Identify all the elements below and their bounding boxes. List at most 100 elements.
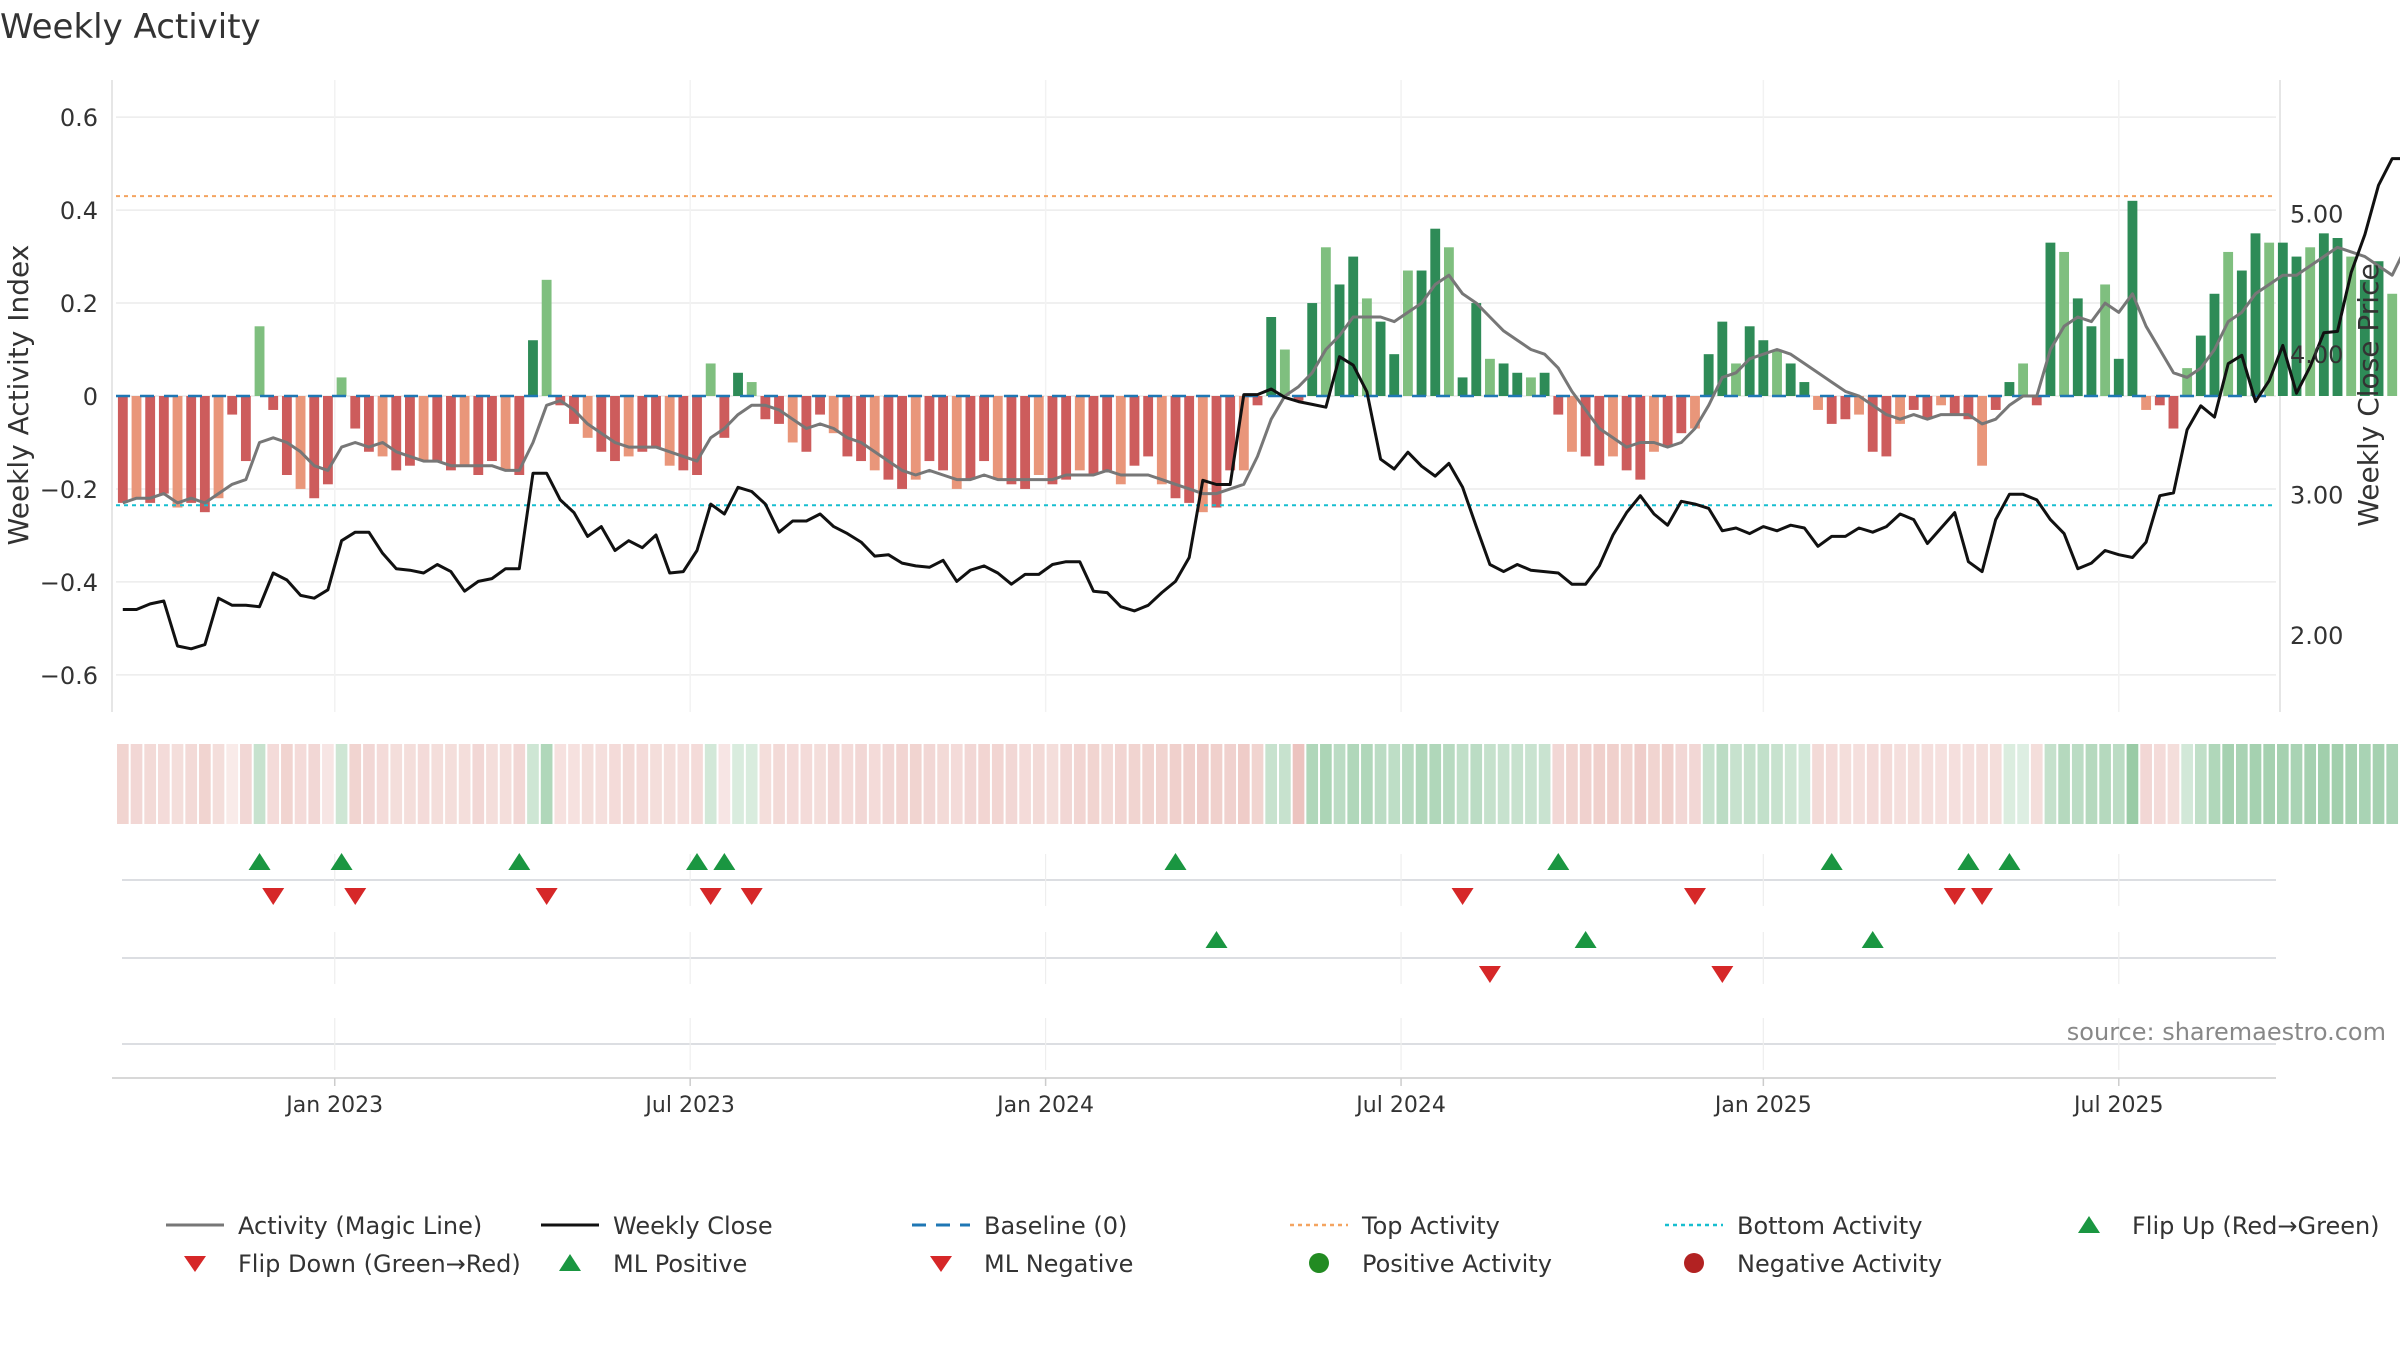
heat-cell <box>2249 744 2262 824</box>
heat-cell <box>458 744 471 824</box>
activity-bar <box>2154 396 2165 406</box>
activity-bar <box>2086 326 2097 396</box>
heat-cell <box>1921 744 1934 824</box>
heat-cell <box>1333 744 1346 824</box>
legend-item: Flip Up (Red→Green) <box>2078 1212 2380 1240</box>
flip-up-marker <box>330 853 353 870</box>
heat-cell <box>1005 744 1018 824</box>
activity-bar <box>637 396 648 452</box>
heat-cell <box>2263 744 2275 824</box>
heat-cell <box>1443 744 1455 824</box>
activity-bar <box>815 396 825 415</box>
heat-cell <box>117 744 129 824</box>
heat-cell <box>1470 744 1483 824</box>
heat-cell <box>171 744 184 824</box>
legend-item: Negative Activity <box>1684 1250 1942 1278</box>
activity-bar <box>2332 238 2343 396</box>
activity-bar <box>459 396 470 466</box>
x-tick-label: Jan 2024 <box>995 1093 1094 1118</box>
activity-bar <box>1307 303 1318 396</box>
activity-bar <box>309 396 320 499</box>
heat-cell <box>2058 744 2070 824</box>
heat-cell <box>1087 744 1100 824</box>
activity-bar <box>1266 317 1277 396</box>
activity-bar <box>1826 396 1837 424</box>
legend-swatch <box>559 1254 581 1271</box>
heat-cell <box>1347 744 1360 824</box>
activity-bar <box>2018 363 2029 396</box>
y-tick-label: −0.2 <box>40 476 98 504</box>
heat-cell <box>2099 744 2111 824</box>
x-tick-label: Jan 2023 <box>284 1093 383 1118</box>
heat-cell <box>759 744 772 824</box>
activity-bar <box>322 396 333 485</box>
heat-cell <box>2030 744 2043 824</box>
right-y-ticks: 5.00 4.00 3.00 2.00 <box>2290 200 2343 649</box>
heat-cell <box>1566 744 1578 824</box>
activity-bar <box>760 396 771 420</box>
heat-cell <box>2003 744 2016 824</box>
activity-bar <box>1621 396 1632 471</box>
activity-bar <box>1498 363 1509 396</box>
activity-bar <box>1936 396 1946 406</box>
legend-label: Activity (Magic Line) <box>238 1212 482 1240</box>
activity-bar <box>145 396 156 503</box>
heat-cell <box>732 744 744 824</box>
flip-up-marker <box>1957 853 1980 870</box>
heat-cell <box>1948 744 1961 824</box>
heat-cell <box>1060 744 1072 824</box>
activity-bar <box>1731 363 1741 396</box>
legend-item: Activity (Magic Line) <box>166 1212 482 1240</box>
heat-cell <box>1702 744 1715 824</box>
x-tick-label: Jan 2025 <box>1713 1093 1812 1118</box>
activity-bar <box>295 396 306 489</box>
activity-bar <box>199 396 210 513</box>
heat-cell <box>2167 744 2180 824</box>
activity-bar <box>2127 200 2138 396</box>
heat-cell <box>267 744 280 824</box>
activity-bar <box>1813 396 1823 410</box>
heat-cell <box>376 744 389 824</box>
heat-cell <box>1497 744 1510 824</box>
heat-cell <box>554 744 567 824</box>
activity-bar <box>1033 396 1044 475</box>
legend-swatch <box>1684 1253 1704 1273</box>
heat-cell <box>445 744 457 824</box>
heat-cell <box>1251 744 1264 824</box>
activity-bar <box>158 396 169 494</box>
flip-up-marker <box>248 853 271 870</box>
heat-cell <box>1210 744 1223 824</box>
heat-cell <box>937 744 949 824</box>
activity-bar <box>1061 396 1072 480</box>
activity-bar <box>1690 396 1700 429</box>
activity-bar <box>746 382 757 396</box>
heat-cell <box>226 744 239 824</box>
legend-label: Negative Activity <box>1737 1250 1942 1278</box>
heat-cell <box>144 744 157 824</box>
x-tick-label: Jul 2024 <box>1354 1093 1446 1118</box>
heat-cell <box>1730 744 1742 824</box>
activity-bar <box>1963 396 1974 420</box>
activity-bar <box>651 396 661 448</box>
y2-tick-label: 3.00 <box>2290 481 2343 509</box>
activity-bar <box>1553 396 1564 415</box>
heat-cell <box>691 744 703 824</box>
activity-bar <box>268 396 279 410</box>
activity-bar <box>869 396 880 471</box>
heat-cell <box>1429 744 1442 824</box>
heat-cell <box>2235 744 2248 824</box>
flip-up-marker <box>1820 853 1843 870</box>
heat-cell <box>472 744 485 824</box>
activity-bar <box>733 372 743 396</box>
heat-cell <box>390 744 403 824</box>
y-tick-label: −0.6 <box>40 662 98 690</box>
legend-swatch <box>184 1256 206 1272</box>
y-tick-label: 0 <box>83 383 98 411</box>
activity-bar <box>1225 396 1236 471</box>
activity-bar <box>117 396 128 503</box>
heat-cell <box>773 744 785 824</box>
activity-bar <box>1908 396 1919 410</box>
activity-bar <box>336 377 347 396</box>
heat-cell <box>1976 744 1988 824</box>
activity-bar <box>2209 293 2220 396</box>
